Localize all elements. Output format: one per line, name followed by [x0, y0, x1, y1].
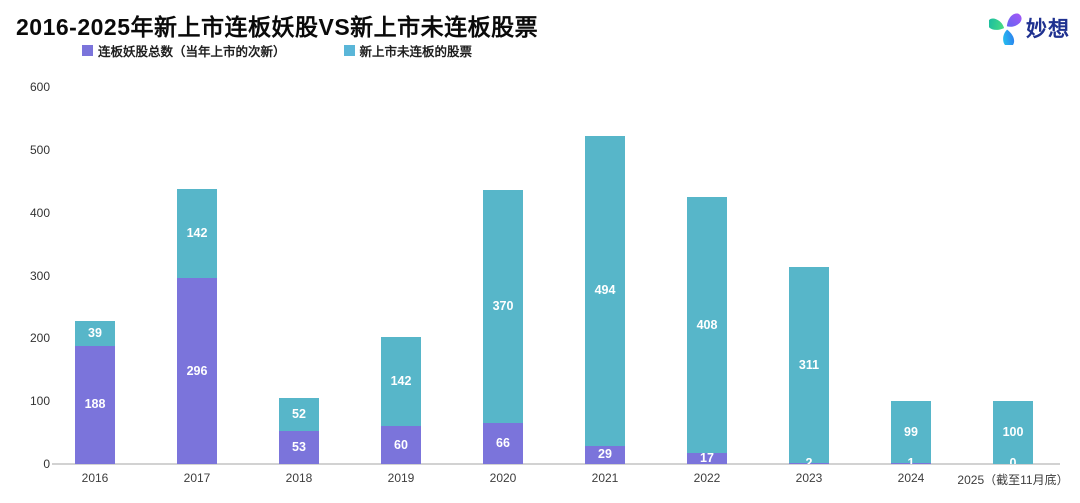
value-label: 494 [594, 283, 616, 298]
segment-lianban: 2 [789, 456, 829, 464]
brand-logo: 妙想 [989, 11, 1070, 45]
bar-column-2019[interactable]: 142 60 [381, 337, 421, 464]
value-label: 52 [292, 406, 306, 421]
value-label: 100 [1002, 425, 1024, 440]
value-label: 99 [904, 424, 918, 439]
segment-lianban: 296 [177, 278, 217, 464]
value-label: 66 [496, 435, 510, 450]
x-axis-label: 2025（截至11月底） [957, 473, 1069, 487]
segment-lianban: 188 [75, 345, 115, 464]
segment-lianban: 29 [585, 445, 625, 464]
segment-unlisted: 370 [483, 190, 523, 423]
value-label: 188 [84, 397, 106, 412]
brand-name: 妙想 [1026, 18, 1070, 41]
value-label: 1 [907, 456, 915, 464]
x-axis-label: 2023 [795, 471, 823, 485]
y-axis-tick: 300 [29, 268, 50, 283]
x-axis-label: 2020 [489, 471, 517, 485]
x-axis-label: 2017 [183, 471, 211, 485]
bar-column-2021[interactable]: 494 29 [585, 135, 625, 464]
x-axis-label: 2018 [285, 471, 313, 485]
bar-column-2025[interactable]: 100 0 [993, 401, 1033, 464]
value-label: 53 [292, 439, 306, 454]
value-label: 60 [394, 437, 408, 452]
bar-column-2023[interactable]: 311 2 [789, 267, 829, 464]
segment-unlisted: 408 [687, 197, 727, 454]
y-axis-tick: 100 [29, 394, 50, 409]
segment-unlisted: 494 [585, 135, 625, 446]
x-axis-label: 2021 [591, 471, 619, 485]
x-axis-label: 2024 [897, 471, 925, 485]
bar-column-2018[interactable]: 52 53 [279, 398, 319, 464]
segment-lianban: 17 [687, 451, 727, 464]
stacked-bar-chart: 0 100 200 300 400 500 600 39 188 2016 142 296 2017 52… [0, 71, 1080, 503]
legend-swatch-teal [343, 45, 355, 56]
value-label: 142 [390, 374, 412, 389]
value-label: 2 [805, 455, 813, 464]
value-label: 296 [186, 363, 208, 378]
value-label: 408 [696, 317, 718, 332]
legend-label: 连板妖股总数（当年上市的次新） [98, 45, 286, 59]
y-axis-tick: 200 [29, 331, 50, 346]
value-label: 370 [492, 298, 514, 313]
segment-unlisted: 142 [177, 188, 217, 279]
value-label: 29 [598, 447, 612, 462]
segment-unlisted: 52 [279, 398, 319, 431]
bar-column-2020[interactable]: 370 66 [483, 190, 523, 464]
segment-unlisted: 100 [993, 401, 1033, 464]
y-axis-tick: 0 [43, 457, 50, 471]
chart-legend: 连板妖股总数（当年上市的次新） 新上市未连板的股票 [82, 41, 472, 60]
segment-unlisted: 99 [891, 401, 931, 464]
x-axis-label: 2019 [387, 471, 415, 485]
x-axis-line [52, 463, 1060, 465]
legend-item-weilianban[interactable]: 新上市未连板的股票 [343, 41, 473, 60]
x-axis-label: 2022 [693, 471, 721, 485]
value-label: 17 [700, 451, 714, 464]
pinwheel-logo-icon [989, 11, 1023, 45]
segment-lianban: 1 [891, 457, 931, 464]
y-axis-tick: 600 [29, 80, 50, 95]
bar-column-2017[interactable]: 142 296 [177, 188, 217, 464]
bar-column-2024[interactable]: 99 1 [891, 401, 931, 464]
legend-label: 新上市未连板的股票 [359, 45, 473, 59]
y-axis-tick: 400 [29, 205, 50, 220]
value-label: 311 [798, 357, 820, 372]
segment-unlisted: 142 [381, 337, 421, 427]
bar-column-2016[interactable]: 39 188 [75, 321, 115, 464]
segment-lianban: 66 [483, 422, 523, 464]
segment-unlisted: 39 [75, 321, 115, 346]
y-axis-tick: 500 [29, 143, 50, 157]
value-label: 142 [186, 226, 208, 240]
bar-column-2022[interactable]: 408 17 [687, 197, 727, 464]
segment-unlisted: 311 [789, 267, 829, 463]
segment-lianban: 60 [381, 426, 421, 464]
legend-swatch-purple [82, 45, 93, 56]
x-axis-label: 2016 [81, 471, 109, 485]
page-title: 2016-2025年新上市连板妖股VS新上市未连板股票 [16, 14, 539, 40]
legend-item-lianban[interactable]: 连板妖股总数（当年上市的次新） [82, 41, 286, 60]
value-label: 0 [1009, 456, 1017, 464]
value-label: 39 [88, 326, 102, 341]
segment-lianban: 53 [279, 430, 319, 464]
